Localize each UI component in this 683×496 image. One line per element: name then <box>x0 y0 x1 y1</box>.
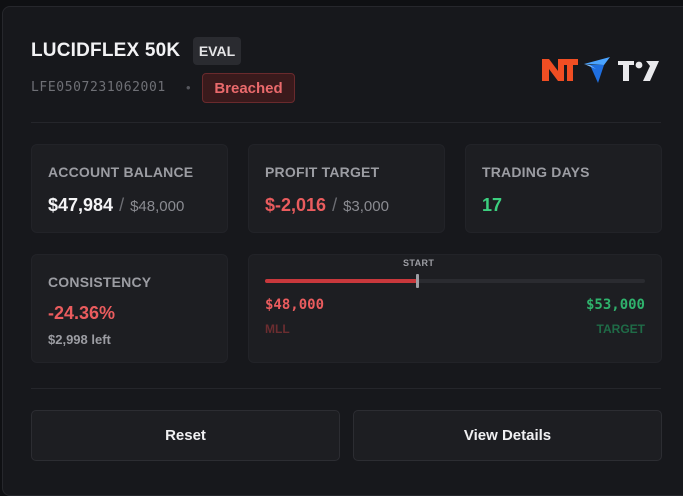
profit-separator: / <box>332 195 338 215</box>
view-details-button[interactable]: View Details <box>353 410 662 461</box>
header-divider <box>31 122 661 123</box>
consistency-value: -24.36% <box>48 303 116 323</box>
ninjatrader-icon <box>542 59 578 81</box>
profit-target-card: PROFIT TARGET $-2,016/ $3,000 <box>248 144 445 233</box>
account-balance-value-row: $47,984/ $48,000 <box>48 195 184 216</box>
mll-value: $48,000 <box>265 297 325 313</box>
profit-target-value-row: $-2,016/ $3,000 <box>265 195 389 216</box>
tradingview-icon <box>618 61 659 81</box>
profit-target-value: $-2,016 <box>265 195 327 215</box>
start-marker <box>416 274 419 288</box>
consistency-card: CONSISTENCY -24.36% $2,998 left <box>31 254 228 363</box>
drawdown-progress-card: START $48,000 MLL $53,000 TARGET <box>248 254 662 363</box>
account-name: LUCIDFLEX 50K <box>31 40 181 61</box>
profit-target-total: $3,000 <box>343 198 389 215</box>
trading-days-value: 17 <box>482 195 503 215</box>
account-balance-card: ACCOUNT BALANCE $47,984/ $48,000 <box>31 144 228 233</box>
progress-fill <box>265 279 417 283</box>
mll-label: MLL <box>265 322 290 336</box>
trading-days-card: TRADING DAYS 17 <box>465 144 662 233</box>
footer-divider <box>31 388 661 389</box>
account-balance-label: ACCOUNT BALANCE <box>48 164 194 180</box>
platform-logos <box>540 55 660 85</box>
account-id: LFE0507231062001 <box>31 80 166 95</box>
status-badge: Breached <box>202 73 295 103</box>
consistency-remaining: $2,998 left <box>48 332 111 347</box>
eval-badge: EVAL <box>193 37 241 65</box>
balance-separator: / <box>119 195 125 215</box>
start-label: START <box>403 258 435 268</box>
tradovate-icon <box>584 57 610 83</box>
account-balance-total: $48,000 <box>130 198 185 215</box>
progress-track <box>265 274 645 288</box>
profit-target-label: PROFIT TARGET <box>265 164 380 180</box>
target-value: $53,000 <box>585 297 645 313</box>
account-balance-value: $47,984 <box>48 195 114 215</box>
consistency-label: CONSISTENCY <box>48 274 152 290</box>
trading-days-label: TRADING DAYS <box>482 164 590 180</box>
target-label: TARGET <box>596 322 645 336</box>
reset-button[interactable]: Reset <box>31 410 340 461</box>
id-separator: • <box>186 80 191 95</box>
